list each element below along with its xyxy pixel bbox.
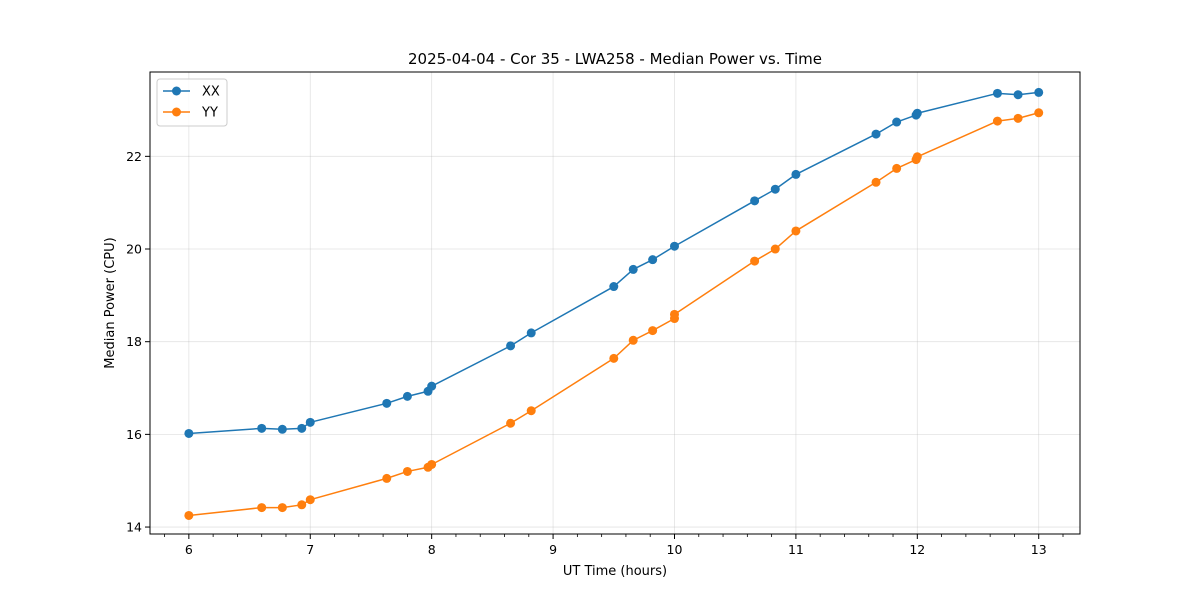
x-axis-label: UT Time (hours) [563, 564, 667, 579]
y-tick-label: 22 [126, 149, 142, 164]
data-point-yy [669, 309, 679, 319]
data-point-xx [750, 196, 760, 206]
x-tick-label: 11 [788, 542, 804, 557]
data-point-xx [305, 417, 315, 427]
data-point-yy [628, 335, 638, 345]
series-yy [184, 108, 1044, 520]
x-tick-label: 8 [428, 542, 436, 557]
x-tick-label: 12 [909, 542, 925, 557]
data-point-xx [669, 241, 679, 251]
data-point-yy [184, 510, 194, 520]
data-point-yy [1013, 113, 1023, 123]
data-point-xx [257, 423, 267, 433]
legend-label-xx: XX [202, 85, 220, 100]
data-point-xx [770, 184, 780, 194]
data-point-yy [506, 418, 516, 428]
data-point-yy [402, 466, 412, 476]
grid-lines [150, 72, 1080, 534]
legend-label-yy: YY [201, 106, 218, 121]
data-point-yy [750, 256, 760, 266]
series-xx [184, 87, 1044, 438]
legend-marker-xx [172, 86, 181, 96]
y-axis-label: Median Power (CPU) [103, 237, 118, 368]
data-point-yy [305, 495, 315, 505]
data-point-xx [992, 88, 1002, 98]
data-point-xx [277, 424, 287, 434]
data-point-yy [526, 406, 536, 416]
data-point-xx [184, 428, 194, 438]
data-point-xx [648, 255, 658, 265]
x-tick-label: 6 [185, 542, 193, 557]
data-point-xx [402, 391, 412, 401]
x-axis-ticks: 6 7 8 9 10 11 12 13 [164, 534, 1064, 557]
x-tick-label: 7 [306, 542, 314, 557]
data-point-yy [382, 473, 392, 483]
data-point-yy [791, 226, 801, 236]
data-point-yy [427, 459, 437, 469]
data-point-xx [297, 423, 307, 433]
series-line-yy [188, 112, 1039, 517]
y-tick-label: 16 [126, 427, 142, 442]
data-point-xx [382, 398, 392, 408]
data-point-xx [871, 129, 881, 139]
chart-title: 2025-04-04 - Cor 35 - LWA258 - Median Po… [408, 50, 822, 68]
data-point-yy [770, 244, 780, 254]
data-point-yy [648, 326, 658, 336]
data-point-yy [992, 116, 1002, 126]
data-point-yy [609, 353, 619, 363]
plot-frame [149, 71, 1081, 535]
data-point-xx [628, 264, 638, 274]
data-point-xx [526, 328, 536, 338]
data-point-yy [892, 163, 902, 173]
data-point-xx [427, 381, 437, 391]
data-point-xx [1034, 87, 1044, 97]
x-tick-label: 9 [549, 542, 557, 557]
y-axis-ticks: 14 16 18 20 22 [126, 149, 150, 535]
x-tick-label: 13 [1031, 542, 1047, 557]
data-point-yy [871, 177, 881, 187]
data-point-yy [257, 503, 267, 513]
series-line-xx [188, 91, 1039, 435]
data-point-yy [297, 500, 307, 510]
data-point-yy [912, 152, 922, 162]
legend: XX YY [156, 78, 228, 127]
data-point-xx [1013, 90, 1023, 100]
x-tick-label: 10 [667, 542, 683, 557]
data-point-xx [791, 169, 801, 179]
data-point-xx [912, 108, 922, 118]
data-point-yy [1034, 108, 1044, 118]
y-tick-label: 18 [126, 334, 142, 349]
y-tick-label: 20 [126, 242, 142, 257]
legend-marker-yy [172, 107, 181, 117]
data-point-xx [506, 341, 516, 351]
data-point-xx [609, 282, 619, 292]
data-point-xx [892, 117, 902, 127]
data-point-yy [277, 503, 287, 513]
y-tick-label: 14 [126, 520, 142, 535]
series-layer [184, 87, 1044, 520]
